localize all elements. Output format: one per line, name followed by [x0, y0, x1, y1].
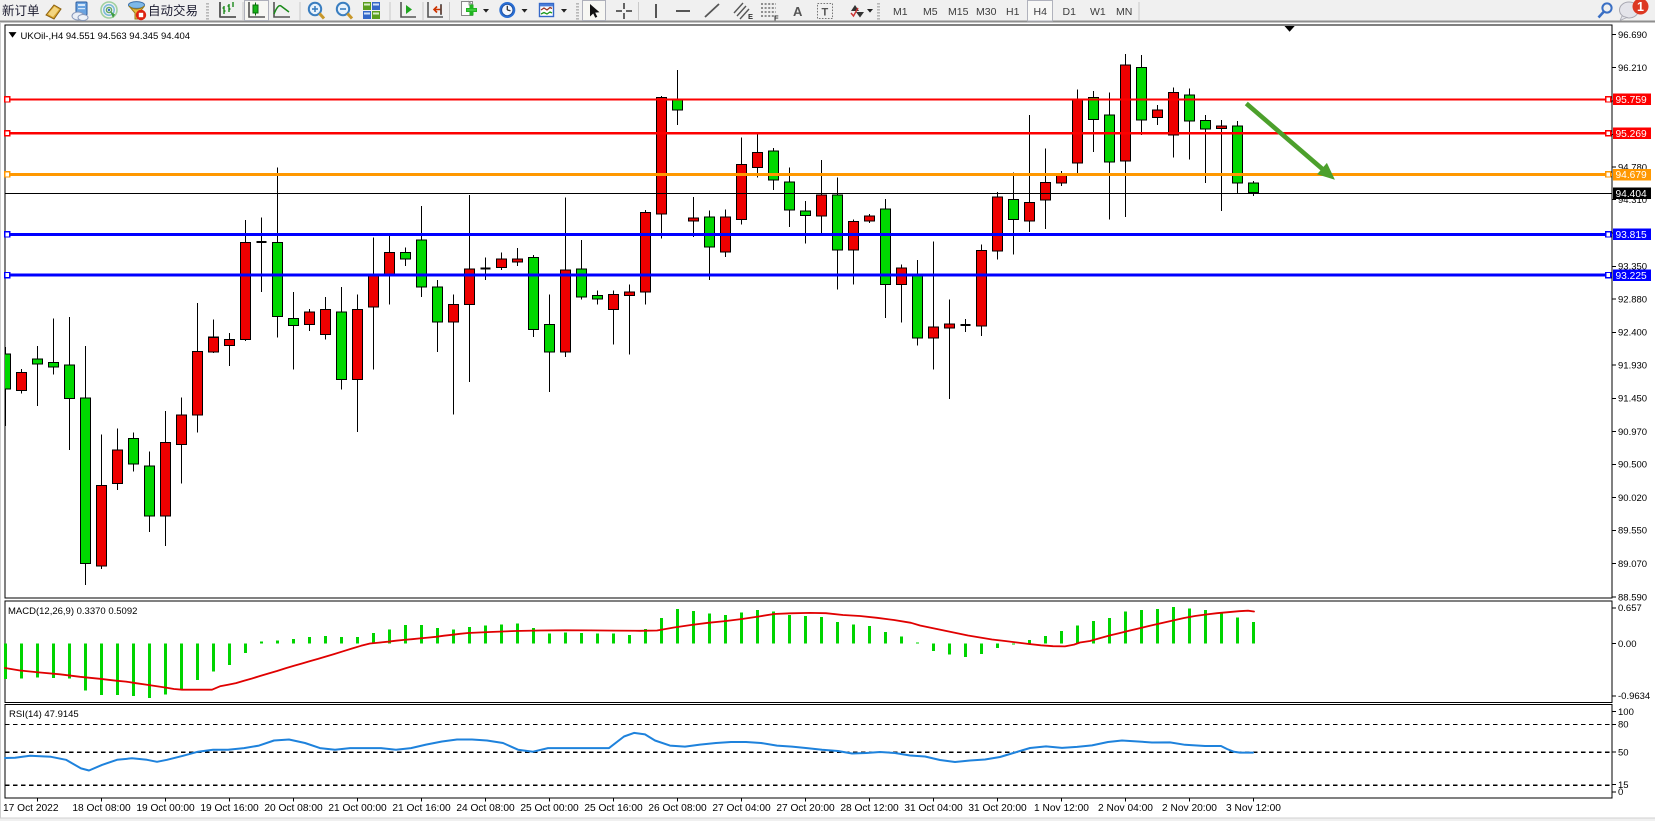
svg-text:93.225: 93.225: [1616, 271, 1647, 282]
svg-text:3 Nov 12:00: 3 Nov 12:00: [1226, 803, 1281, 814]
svg-text:100: 100: [1618, 707, 1634, 718]
svg-text:91.450: 91.450: [1618, 394, 1647, 405]
svg-text:自动交易: 自动交易: [148, 3, 198, 18]
svg-text:0.657: 0.657: [1618, 603, 1642, 614]
svg-text:15: 15: [1618, 780, 1629, 791]
svg-text:25 Oct 16:00: 25 Oct 16:00: [584, 803, 643, 814]
svg-text:25 Oct 00:00: 25 Oct 00:00: [520, 803, 579, 814]
svg-text:20 Oct 08:00: 20 Oct 08:00: [264, 803, 323, 814]
svg-text:93.350: 93.350: [1618, 262, 1647, 273]
svg-text:90.970: 90.970: [1618, 427, 1647, 438]
svg-text:27 Oct 20:00: 27 Oct 20:00: [776, 803, 835, 814]
svg-text:H1: H1: [1006, 6, 1020, 18]
svg-text:M1: M1: [893, 6, 908, 18]
svg-text:94.310: 94.310: [1618, 195, 1647, 206]
svg-text:T: T: [822, 7, 829, 19]
svg-text:94.404: 94.404: [1616, 189, 1647, 200]
svg-text:31 Oct 04:00: 31 Oct 04:00: [904, 803, 963, 814]
svg-text:2 Nov 20:00: 2 Nov 20:00: [1162, 803, 1217, 814]
svg-text:-0.9634: -0.9634: [1618, 691, 1650, 702]
svg-text:94.780: 94.780: [1618, 162, 1647, 173]
svg-text:19 Oct 00:00: 19 Oct 00:00: [136, 803, 195, 814]
svg-text:94.679: 94.679: [1616, 170, 1647, 181]
svg-text:50: 50: [1618, 748, 1629, 759]
svg-text:UKOil-,H4 94.551 94.563 94.34: UKOil-,H4 94.551 94.563 94.345 94.404: [21, 31, 191, 42]
svg-text:95.759: 95.759: [1616, 95, 1647, 106]
svg-text:93.815: 93.815: [1616, 230, 1647, 241]
svg-text:RSI(14) 47.9145: RSI(14) 47.9145: [9, 709, 79, 720]
svg-text:88.590: 88.590: [1618, 592, 1647, 603]
svg-text:M30: M30: [976, 6, 997, 18]
svg-text:31 Oct 20:00: 31 Oct 20:00: [968, 803, 1027, 814]
svg-text:新订单: 新订单: [2, 3, 40, 18]
svg-text:92.400: 92.400: [1618, 328, 1647, 339]
svg-text:21 Oct 00:00: 21 Oct 00:00: [328, 803, 387, 814]
svg-text:89.070: 89.070: [1618, 559, 1647, 570]
svg-text:24 Oct 08:00: 24 Oct 08:00: [456, 803, 515, 814]
svg-text:E: E: [748, 12, 753, 21]
svg-text:1 Nov 12:00: 1 Nov 12:00: [1034, 803, 1089, 814]
svg-text:17 Oct 2022: 17 Oct 2022: [3, 803, 59, 814]
svg-text:F: F: [774, 14, 779, 23]
svg-text:96.210: 96.210: [1618, 63, 1647, 74]
svg-text:95.269: 95.269: [1616, 129, 1647, 140]
svg-text:1: 1: [1637, 0, 1644, 14]
svg-text:M15: M15: [948, 6, 969, 18]
svg-text:18 Oct 08:00: 18 Oct 08:00: [72, 803, 131, 814]
svg-text:21 Oct 16:00: 21 Oct 16:00: [392, 803, 451, 814]
svg-text:26 Oct 08:00: 26 Oct 08:00: [648, 803, 707, 814]
svg-text:92.880: 92.880: [1618, 294, 1647, 305]
svg-text:M5: M5: [923, 6, 938, 18]
svg-text:W1: W1: [1090, 6, 1106, 18]
svg-text:D1: D1: [1063, 6, 1077, 18]
svg-text:28 Oct 12:00: 28 Oct 12:00: [840, 803, 899, 814]
svg-text:96.690: 96.690: [1618, 30, 1647, 41]
svg-text:27 Oct 04:00: 27 Oct 04:00: [712, 803, 771, 814]
svg-text:2 Nov 04:00: 2 Nov 04:00: [1098, 803, 1153, 814]
svg-text:MACD(12,26,9) 0.3370 0.5092: MACD(12,26,9) 0.3370 0.5092: [8, 606, 137, 617]
svg-text:H4: H4: [1034, 6, 1048, 18]
svg-text:MN: MN: [1116, 6, 1132, 18]
svg-text:89.550: 89.550: [1618, 526, 1647, 537]
svg-text:91.930: 91.930: [1618, 360, 1647, 371]
svg-text:A: A: [793, 4, 803, 19]
svg-text:0.00: 0.00: [1618, 639, 1637, 650]
svg-text:90.500: 90.500: [1618, 460, 1647, 471]
svg-text:19 Oct 16:00: 19 Oct 16:00: [200, 803, 259, 814]
svg-text:80: 80: [1618, 720, 1629, 731]
svg-text:90.020: 90.020: [1618, 493, 1647, 504]
svg-text:0: 0: [1618, 787, 1623, 798]
